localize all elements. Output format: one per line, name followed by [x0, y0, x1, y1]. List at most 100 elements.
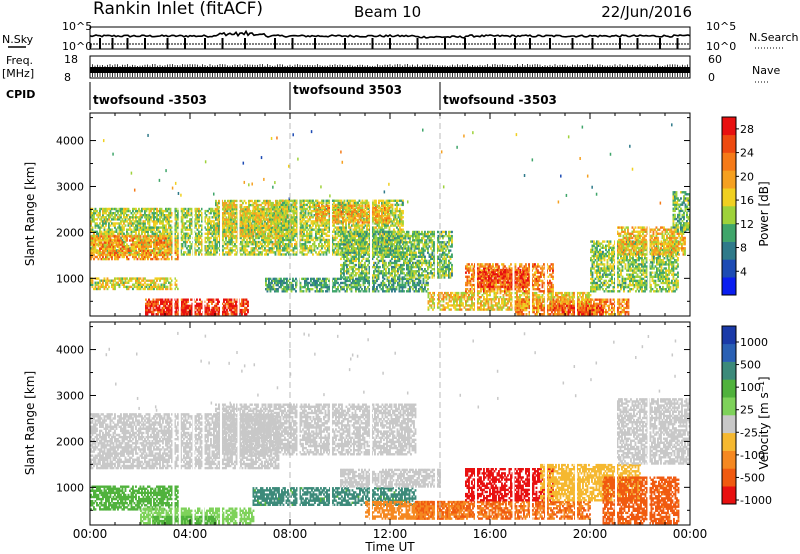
rti-cell [136, 245, 139, 248]
rti-cell [115, 214, 118, 217]
rti-cell [199, 249, 202, 252]
rti-cell [234, 249, 236, 252]
rti-cell [261, 220, 264, 223]
rti-cell [306, 230, 308, 233]
rti-cell [279, 253, 281, 256]
rti-cell [249, 228, 252, 232]
rti-cell [324, 232, 326, 235]
rti-cell [166, 313, 169, 316]
rti-cell [217, 232, 220, 235]
rti-cell [223, 304, 225, 308]
rti-cell [148, 283, 151, 286]
rti-cell [208, 238, 211, 242]
rti-cell [145, 214, 148, 217]
rti-cell [142, 279, 145, 282]
rti-cell [261, 245, 263, 248]
rti-cell [94, 243, 97, 246]
rti-cell [112, 243, 115, 246]
rti-cell [315, 199, 317, 202]
rti-cell [115, 239, 118, 242]
rti-cell [217, 230, 220, 233]
rti-cell [195, 218, 197, 221]
rti-cell [325, 253, 328, 256]
rti-cell [161, 308, 164, 312]
rti-cell [231, 203, 234, 207]
rti-cell [245, 206, 247, 209]
rti-cell [168, 253, 170, 256]
rti-cell [201, 212, 203, 215]
rti-cell [306, 220, 308, 223]
rti-cell [112, 253, 115, 257]
rti-cell [294, 247, 296, 250]
rti-cell [103, 230, 106, 233]
rti-cell [255, 228, 258, 232]
rti-cell [169, 308, 172, 312]
rti-cell [90, 216, 92, 219]
rti-cell [321, 224, 323, 227]
rti-cell [121, 224, 124, 227]
rti-cell [132, 240, 134, 244]
rti-cell [187, 234, 190, 238]
rti-cell [142, 251, 145, 255]
rti-cell [111, 253, 113, 257]
rti-cell [230, 310, 233, 314]
rti-cell [277, 240, 280, 244]
rti-cell [241, 238, 244, 242]
rti-cell [199, 209, 202, 213]
rti-cell [180, 249, 182, 252]
rti-cell [307, 238, 310, 242]
rti-cell [235, 209, 238, 213]
rti-cell [94, 235, 97, 238]
rti-cell [307, 247, 310, 250]
rti-cell [133, 212, 136, 215]
rti-cell [207, 236, 209, 240]
rti-cell [117, 249, 119, 252]
rti-cell [276, 199, 279, 203]
rti-cell [94, 283, 97, 286]
rti-cell [318, 230, 320, 233]
rti-cell [90, 247, 92, 250]
rti-cell [154, 300, 156, 303]
rti-cell [253, 247, 256, 250]
rti-cell [256, 240, 259, 244]
rti-cell [144, 245, 146, 248]
rti-cell [147, 249, 149, 252]
rti-cell [112, 238, 115, 242]
rti-cell [210, 226, 212, 229]
rti-cell [120, 222, 122, 225]
rti-cell [301, 207, 304, 211]
rti-cell [252, 203, 255, 207]
rti-cell [197, 302, 200, 306]
rti-cell [265, 216, 268, 219]
rti-cell [223, 306, 226, 310]
rti-cell [196, 240, 199, 244]
rti-cell [312, 216, 314, 219]
rti-cell [175, 214, 178, 217]
rti-cell [307, 199, 310, 202]
rti-cell [136, 240, 139, 244]
rti-cell [159, 207, 161, 211]
rti-cell [288, 238, 290, 242]
rti-cell [124, 253, 127, 257]
rti-cell [246, 243, 248, 246]
rti-cell [312, 201, 314, 204]
rti-cell [266, 199, 268, 203]
rti-cell [245, 306, 248, 310]
rti-cell [114, 257, 116, 261]
rti-cell [166, 207, 169, 211]
rti-cell [145, 283, 148, 286]
rti-cell [187, 249, 190, 252]
rti-cell [144, 249, 146, 252]
rti-cell [318, 228, 320, 231]
rti-cell [123, 212, 125, 215]
rti-cell [273, 243, 275, 246]
rti-cell [296, 206, 298, 209]
rti-cell [282, 216, 284, 219]
rti-cell [109, 255, 112, 259]
rti-cell [252, 228, 255, 232]
rti-cell [145, 304, 147, 308]
rti-cell [262, 240, 265, 244]
rti-cell [163, 253, 166, 257]
rti-cell [130, 243, 133, 246]
rti-cell [163, 243, 166, 246]
